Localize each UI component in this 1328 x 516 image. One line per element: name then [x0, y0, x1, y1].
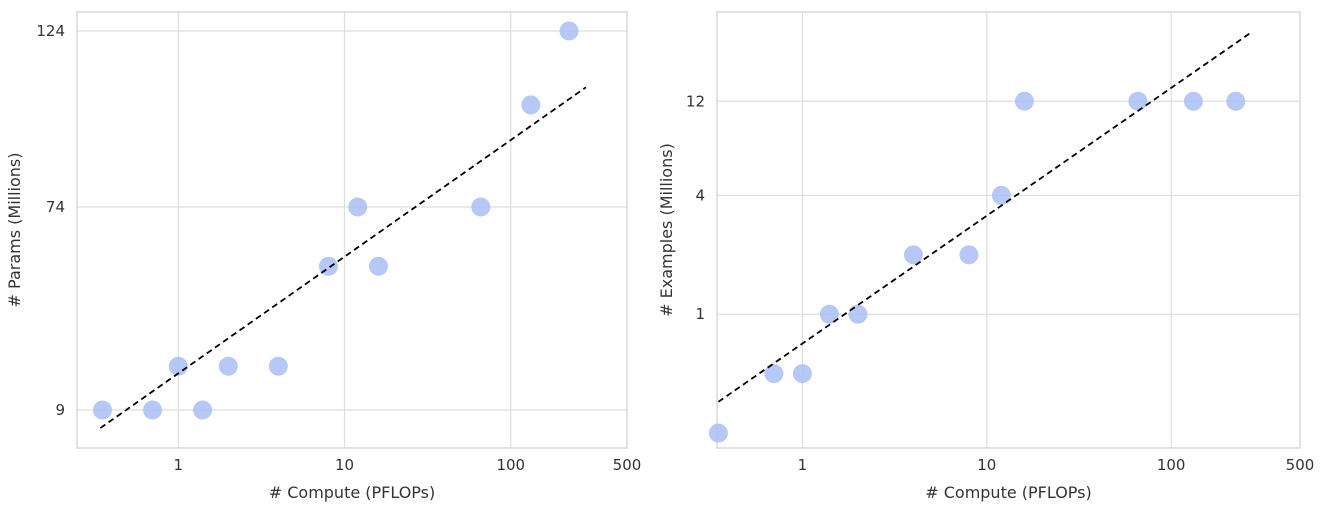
- data-point: [848, 304, 868, 324]
- data-point: [991, 185, 1011, 205]
- x-tick-label: 500: [1286, 456, 1315, 474]
- y-tick-label: 4: [695, 186, 705, 204]
- y-tick-label: 124: [36, 22, 65, 40]
- x-axis-label: # Compute (PFLOPs): [269, 483, 436, 502]
- data-point: [903, 245, 923, 265]
- data-point: [959, 245, 979, 265]
- data-point: [764, 364, 784, 384]
- y-tick-label: 12: [686, 92, 705, 110]
- data-point: [1226, 91, 1246, 111]
- params-vs-compute-chart: 1 10 100 500 9 74 124 # Compute (PFLOPs) # Param…: [5, 11, 642, 502]
- data-point: [193, 400, 213, 420]
- data-point: [348, 197, 368, 217]
- fit-line: [99, 86, 587, 429]
- data-point: [792, 364, 812, 384]
- x-tick-label: 10: [335, 456, 354, 474]
- data-point: [559, 21, 579, 41]
- y-tick-label: 9: [55, 401, 65, 419]
- y-tick-label: 74: [46, 198, 65, 216]
- x-tick-label: 100: [496, 456, 525, 474]
- data-point: [1014, 91, 1034, 111]
- x-tick-label: 10: [977, 456, 996, 474]
- x-tick-label: 500: [613, 456, 642, 474]
- examples-vs-compute-chart: 1 10 100 500 1 4 12 # Compute (PFLOPs) # Example…: [657, 11, 1315, 502]
- data-point: [218, 356, 238, 376]
- data-point: [819, 304, 839, 324]
- fit-line: [717, 31, 1253, 403]
- x-tick-label: 1: [798, 456, 808, 474]
- y-tick-label: 1: [695, 305, 705, 323]
- data-point: [471, 197, 491, 217]
- data-point: [268, 356, 288, 376]
- data-point: [143, 400, 163, 420]
- data-point: [368, 256, 388, 276]
- data-point: [1128, 91, 1148, 111]
- data-point: [1183, 91, 1203, 111]
- plot-frame: [76, 11, 628, 449]
- x-tick-label: 100: [1157, 456, 1186, 474]
- y-axis-label: # Examples (Millions): [657, 143, 676, 317]
- x-tick-label: 1: [173, 456, 183, 474]
- data-point: [521, 95, 541, 115]
- y-axis-label: # Params (Millions): [5, 153, 24, 308]
- data-point: [708, 423, 728, 443]
- data-point: [92, 400, 112, 420]
- plot-frame: [716, 11, 1301, 449]
- x-axis-label: # Compute (PFLOPs): [925, 483, 1092, 502]
